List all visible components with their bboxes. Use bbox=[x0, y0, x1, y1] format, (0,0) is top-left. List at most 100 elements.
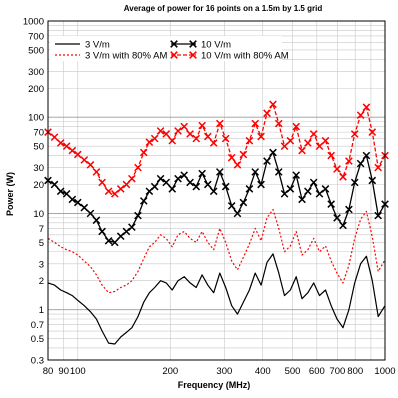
data-point-marker bbox=[216, 119, 224, 128]
chart-title: Average of power for 16 points on a 1.5m… bbox=[124, 4, 323, 13]
data-point-marker bbox=[98, 227, 106, 236]
data-point-marker bbox=[150, 134, 159, 143]
data-point-marker bbox=[186, 130, 194, 138]
data-point-marker bbox=[356, 111, 365, 120]
y-tick-label: 30 bbox=[33, 163, 44, 174]
y-tick-label: 1000 bbox=[23, 17, 44, 28]
x-tick-label: 1000 bbox=[374, 366, 395, 377]
data-point-marker bbox=[227, 153, 236, 162]
data-point-marker bbox=[309, 178, 318, 187]
data-point-marker bbox=[50, 180, 59, 189]
data-point-marker bbox=[162, 130, 171, 138]
data-point-marker bbox=[245, 136, 254, 145]
data-point-marker bbox=[180, 122, 189, 131]
data-point-marker bbox=[128, 223, 136, 232]
data-point-marker bbox=[104, 187, 113, 196]
data-point-marker bbox=[168, 185, 177, 193]
data-point-marker bbox=[62, 142, 71, 151]
data-point-marker bbox=[198, 121, 206, 130]
data-point-marker bbox=[280, 142, 289, 151]
data-point-marker bbox=[80, 156, 89, 164]
data-point-marker bbox=[362, 103, 371, 112]
data-point-marker bbox=[68, 195, 77, 204]
data-point-marker bbox=[139, 197, 148, 205]
data-point-marker bbox=[309, 130, 318, 138]
data-point-marker bbox=[286, 185, 295, 193]
series-10-v-m-with-80-am bbox=[44, 100, 389, 198]
data-point-marker bbox=[374, 163, 382, 172]
y-tick-label: 0.3 bbox=[31, 356, 44, 367]
data-point-marker bbox=[168, 136, 177, 145]
legend-marker bbox=[170, 51, 178, 59]
data-point-marker bbox=[62, 189, 71, 198]
data-point-marker bbox=[180, 171, 189, 179]
y-tick-label: 7 bbox=[39, 224, 44, 235]
y-tick-label: 500 bbox=[28, 45, 44, 56]
x-tick-label: 500 bbox=[285, 366, 301, 377]
data-point-marker bbox=[80, 203, 89, 212]
data-point-marker bbox=[321, 185, 330, 193]
legend-box bbox=[50, 36, 282, 61]
data-point-marker bbox=[203, 132, 212, 141]
data-point-marker bbox=[321, 136, 330, 145]
y-tick-label: 20 bbox=[33, 180, 44, 191]
data-point-marker bbox=[98, 178, 106, 187]
data-point-marker bbox=[350, 178, 359, 187]
data-point-marker bbox=[227, 202, 236, 210]
data-point-marker bbox=[198, 169, 206, 178]
y-tick-label: 10 bbox=[33, 209, 44, 220]
legend-label: 10 V/m with 80% AM bbox=[201, 51, 289, 62]
data-point-marker bbox=[50, 133, 59, 142]
data-point-marker bbox=[56, 187, 65, 196]
legend-label: 10 V/m bbox=[201, 40, 231, 51]
data-point-marker bbox=[350, 130, 359, 138]
series-10-v-m bbox=[44, 148, 389, 247]
y-tick-label: 1 bbox=[39, 305, 44, 316]
data-point-marker bbox=[274, 168, 283, 176]
data-point-marker bbox=[110, 238, 119, 247]
y-tick-label: 0.7 bbox=[31, 320, 44, 331]
y-tick-label: 0.5 bbox=[31, 334, 44, 345]
data-point-marker bbox=[128, 174, 136, 183]
data-point-marker bbox=[134, 163, 142, 172]
data-point-marker bbox=[339, 221, 347, 230]
legend-marker bbox=[189, 51, 197, 59]
data-point-marker bbox=[162, 178, 171, 187]
data-point-marker bbox=[68, 146, 77, 155]
data-point-marker bbox=[186, 178, 194, 187]
data-point-marker bbox=[315, 142, 324, 151]
x-tick-label: 80 bbox=[43, 366, 54, 377]
data-point-marker bbox=[362, 151, 371, 160]
x-tick-label: 90 bbox=[58, 366, 69, 377]
x-tick-label: 700 bbox=[329, 366, 345, 377]
legend-marker bbox=[170, 40, 178, 48]
data-point-marker bbox=[333, 165, 341, 173]
tick-labels: 80 90 100 200 300 400 500 600 700 800 10000.30.50.… bbox=[23, 17, 396, 378]
data-point-marker bbox=[298, 195, 306, 204]
data-point-marker bbox=[73, 150, 82, 159]
data-point-marker bbox=[209, 187, 218, 196]
data-point-marker bbox=[73, 198, 82, 207]
series-3-v-m-with-80-am bbox=[47, 208, 386, 294]
data-point-marker bbox=[304, 187, 312, 196]
y-tick-label: 100 bbox=[28, 113, 44, 124]
data-point-marker bbox=[263, 109, 271, 118]
series-line bbox=[47, 103, 386, 195]
legend-label: 3 V/m with 80% AM bbox=[85, 51, 167, 62]
data-point-marker bbox=[274, 119, 283, 128]
data-point-marker bbox=[122, 180, 131, 189]
plot-frame bbox=[47, 20, 386, 361]
data-point-marker bbox=[86, 209, 95, 218]
grid bbox=[47, 20, 386, 361]
y-tick-label: 700 bbox=[28, 31, 44, 42]
data-point-marker bbox=[156, 174, 165, 183]
data-point-marker bbox=[239, 198, 248, 207]
y-tick-label: 200 bbox=[28, 84, 44, 95]
data-point-marker bbox=[56, 139, 65, 147]
data-point-marker bbox=[221, 182, 230, 191]
data-point-marker bbox=[339, 173, 347, 181]
data-point-marker bbox=[251, 168, 260, 176]
data-point-marker bbox=[233, 161, 242, 169]
data-point-marker bbox=[104, 236, 113, 245]
